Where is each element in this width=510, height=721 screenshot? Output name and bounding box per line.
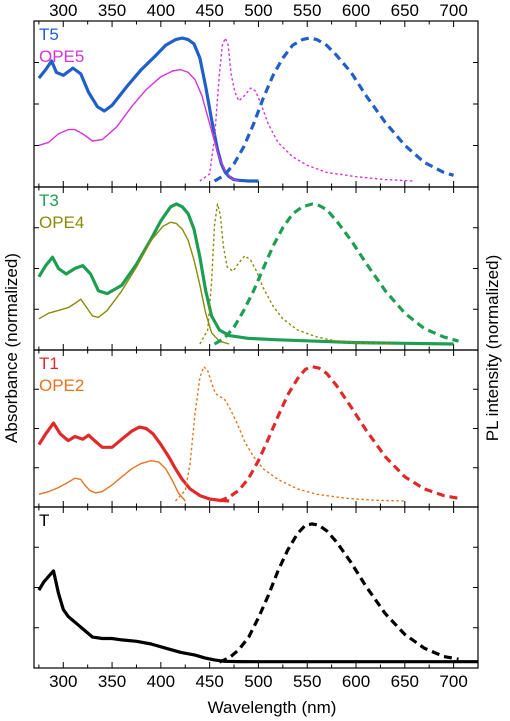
series-line-t-pl: [218, 522, 459, 664]
x-tick-label-bottom: 550: [293, 672, 321, 691]
x-tick-label-top: 500: [244, 1, 272, 20]
panel-frame: [33, 20, 479, 188]
x-tick-label-top: 450: [195, 1, 223, 20]
panel-1: T5 OPE5: [33, 20, 479, 188]
top-x-tick-labels: 300 350 400 450 500 550 600 650 700: [49, 1, 468, 20]
x-tick-label-top: 700: [439, 1, 467, 20]
series-line-ope4-pl: [199, 203, 396, 345]
series-line-ope5: [38, 68, 240, 182]
panel-4: T: [33, 506, 479, 669]
series-line-ope4: [38, 221, 230, 345]
x-tick-label-bottom: 300: [49, 672, 77, 691]
legend-label: T1: [39, 354, 59, 373]
x-tick-label-bottom: 350: [98, 672, 126, 691]
legend-label: T3: [39, 191, 59, 210]
x-tick-label-top: 400: [147, 1, 175, 20]
legend-label: OPE2: [39, 376, 84, 395]
series-line-ope2: [38, 460, 186, 502]
x-tick-label-bottom: 650: [391, 672, 419, 691]
legend-label: T: [39, 511, 49, 530]
series-line-t1: [37, 421, 230, 503]
series-line-t1-pl: [218, 365, 459, 503]
series-line-t3: [37, 202, 454, 346]
series-line-ope5-pl: [199, 37, 415, 182]
bottom-x-tick-labels: 300 350 400 450 500 550 600 650 700: [49, 672, 468, 691]
x-tick-label-bottom: 400: [147, 672, 175, 691]
x-tick-label-top: 650: [391, 1, 419, 20]
x-tick-label-top: 300: [49, 1, 77, 20]
x-tick-label-bottom: 700: [439, 672, 467, 691]
series-line-t: [37, 569, 478, 664]
panel-frame: [33, 349, 479, 508]
x-tick-label-top: 550: [293, 1, 321, 20]
panel-2: T3 OPE4: [33, 186, 479, 351]
panel-frame: [33, 186, 479, 351]
y-axis-title-left: Absorbance (normalized): [2, 253, 21, 443]
x-tick-label-bottom: 600: [342, 672, 370, 691]
legend-label: T5: [39, 25, 59, 44]
series-line-t3-pl: [213, 202, 459, 346]
series-line-ope2-pl: [174, 366, 405, 502]
panel-3: T1 OPE2: [33, 349, 479, 508]
x-tick-label-bottom: 450: [195, 672, 223, 691]
x-tick-label-top: 350: [98, 1, 126, 20]
x-tick-label-bottom: 500: [244, 672, 272, 691]
legend-label: OPE5: [39, 47, 84, 66]
legend-label: OPE4: [39, 213, 84, 232]
panels-layer: T5 OPE5 T3 OPE4 T1 OPE2 T: [33, 20, 479, 669]
x-axis-title: Wavelength (nm): [208, 698, 337, 717]
panel-frame: [33, 506, 479, 669]
y-axis-title-right: PL intensity (normalized): [483, 255, 502, 441]
series-line-t5-pl: [213, 36, 455, 183]
x-tick-label-top: 600: [342, 1, 370, 20]
